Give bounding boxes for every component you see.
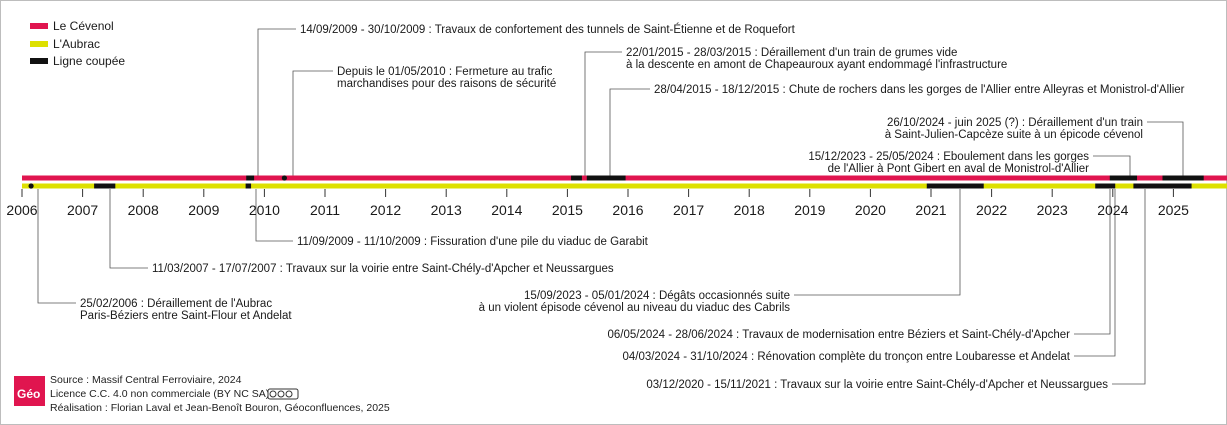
event-label: 14/09/2009 - 30/10/2009 : Travaux de con… xyxy=(300,23,796,36)
axis-tick-label: 2016 xyxy=(612,202,643,218)
axis-tick-label: 2014 xyxy=(491,202,522,218)
event-label: 06/05/2024 - 28/06/2024 : Travaux de mod… xyxy=(608,329,1071,341)
credits-line: Réalisation : Florian Laval et Jean-Beno… xyxy=(50,402,390,414)
event-label: 11/03/2007 - 17/07/2007 : Travaux sur la… xyxy=(152,263,614,275)
axis-tick-label: 2013 xyxy=(431,202,462,218)
axis-tick-label: 2009 xyxy=(188,202,219,218)
event-label: 25/02/2006 : Déraillement de l'Aubrac xyxy=(80,298,272,310)
event-label: marchandises pour des raisons de sécurit… xyxy=(337,78,556,90)
license-line: Licence C.C. 4.0 non commerciale (BY NC … xyxy=(50,388,269,400)
leader-line xyxy=(584,51,622,176)
event-label: de l'Allier à Pont Gibert en aval de Mon… xyxy=(828,163,1090,175)
event-label: 15/09/2023 - 05/01/2024 : Dégâts occasio… xyxy=(524,290,790,302)
leader-line xyxy=(1074,189,1116,357)
cc-license-icon xyxy=(267,388,299,400)
event-label: 28/04/2015 - 18/12/2015 : Chute de roche… xyxy=(654,84,1185,96)
axis-tick-label: 2006 xyxy=(6,202,37,218)
event-label: 11/09/2009 - 11/10/2009 : Fissuration d'… xyxy=(297,236,649,248)
source-line: Source : Massif Central Ferroviaire, 202… xyxy=(50,374,242,386)
axis-tick-label: 2007 xyxy=(67,202,98,218)
legend: Le Cévenol L'Aubrac Ligne coupée xyxy=(30,19,125,68)
axis-tick-label: 2023 xyxy=(1037,202,1068,218)
event-label: 03/12/2020 - 15/11/2021 : Travaux sur la… xyxy=(646,379,1108,391)
leader-line xyxy=(1147,121,1184,176)
event-label: Depuis le 01/05/2010 : Fermeture au traf… xyxy=(337,66,553,78)
legend-swatch-coupee xyxy=(30,58,48,64)
axis-tick-label: 2019 xyxy=(794,202,825,218)
geoconfluences-logo xyxy=(14,376,45,406)
leader-line xyxy=(794,189,961,296)
legend-label-aubrac: L'Aubrac xyxy=(53,37,100,51)
source-block: Géo Source : Massif Central Ferroviaire,… xyxy=(14,374,390,414)
leader-line xyxy=(1074,189,1111,335)
leader-line xyxy=(109,189,148,269)
event-label: à un violent épisode cévenol au niveau d… xyxy=(479,302,791,314)
event-point-aubrac xyxy=(28,183,34,189)
railway-lines xyxy=(22,175,1227,189)
axis-tick-label: 2025 xyxy=(1158,202,1189,218)
event-point-cevenol xyxy=(281,175,287,181)
axis-tick-label: 2011 xyxy=(310,202,340,218)
event-label: 15/12/2023 - 25/05/2024 : Eboulement dan… xyxy=(808,151,1089,163)
leader-lines xyxy=(37,28,1184,385)
axis-tick-label: 2020 xyxy=(855,202,886,218)
event-label: Paris-Béziers entre Saint-Flour et Andel… xyxy=(80,310,292,322)
axis-tick-label: 2010 xyxy=(249,202,280,218)
axis-tick-label: 2015 xyxy=(552,202,583,218)
logo-text: Géo xyxy=(17,387,40,401)
legend-label-coupee: Ligne coupée xyxy=(53,54,125,68)
line-cut-segments xyxy=(28,175,1204,189)
event-label: 26/10/2024 - juin 2025 (?) : Déraillemen… xyxy=(887,117,1143,129)
event-label: 22/01/2015 - 28/03/2015 : Déraillement d… xyxy=(626,47,957,59)
axis-tick-label: 2012 xyxy=(370,202,401,218)
axis-tick-label: 2024 xyxy=(1097,202,1128,218)
leader-line xyxy=(1112,189,1146,385)
legend-swatch-cevenol xyxy=(30,23,48,29)
leader-line xyxy=(292,70,333,176)
leader-line xyxy=(257,28,296,176)
axis-tick-label: 2008 xyxy=(128,202,159,218)
legend-label-cevenol: Le Cévenol xyxy=(53,19,114,33)
event-label: 04/03/2024 - 31/10/2024 : Rénovation com… xyxy=(622,351,1070,363)
year-axis: 2006 2007 2008 2009 2010 2011 2012 2013 2014 2015… xyxy=(6,189,1189,218)
leader-line xyxy=(1093,155,1131,176)
axis-tick-label: 2022 xyxy=(976,202,1007,218)
leader-line xyxy=(255,189,293,242)
leader-line xyxy=(609,88,650,176)
axis-tick-label: 2018 xyxy=(734,202,765,218)
event-labels: 14/09/2009 - 30/10/2009 : Travaux de con… xyxy=(80,23,1185,391)
event-label: à Saint-Julien-Capcèze suite à un épicod… xyxy=(885,129,1143,141)
event-label: à la descente en amont de Chapeauroux ay… xyxy=(626,59,1007,71)
axis-tick-label: 2021 xyxy=(915,202,946,218)
leader-line xyxy=(37,189,76,304)
legend-swatch-aubrac xyxy=(30,41,48,47)
axis-tick-label: 2017 xyxy=(673,202,704,218)
